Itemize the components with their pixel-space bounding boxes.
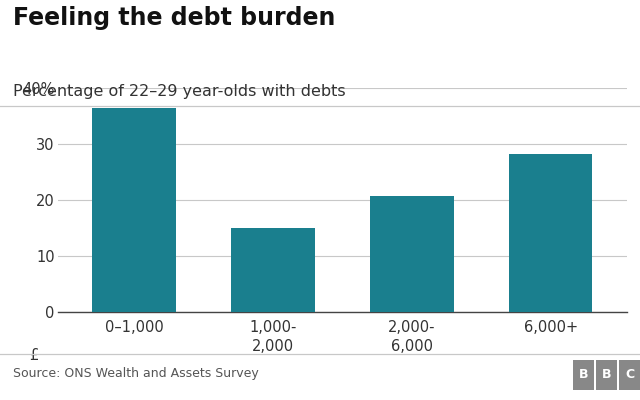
Bar	[509, 154, 593, 312]
Bar	[370, 196, 454, 312]
Text: £: £	[29, 348, 38, 363]
Text: Percentage of 22–29 year-olds with debts: Percentage of 22–29 year-olds with debts	[13, 84, 346, 99]
Text: Feeling the debt burden: Feeling the debt burden	[13, 6, 335, 30]
Text: B: B	[579, 368, 588, 382]
Text: Source: ONS Wealth and Assets Survey: Source: ONS Wealth and Assets Survey	[13, 368, 259, 380]
Text: B: B	[602, 368, 611, 382]
Text: C: C	[625, 368, 634, 382]
Bar	[231, 228, 315, 312]
Bar	[92, 108, 176, 312]
